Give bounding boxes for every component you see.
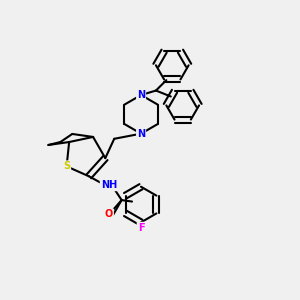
Text: F: F	[138, 223, 144, 233]
Text: S: S	[63, 161, 70, 171]
Text: N: N	[137, 90, 145, 100]
Text: NH: NH	[101, 180, 117, 190]
Text: N: N	[137, 129, 145, 139]
Text: O: O	[105, 209, 113, 219]
